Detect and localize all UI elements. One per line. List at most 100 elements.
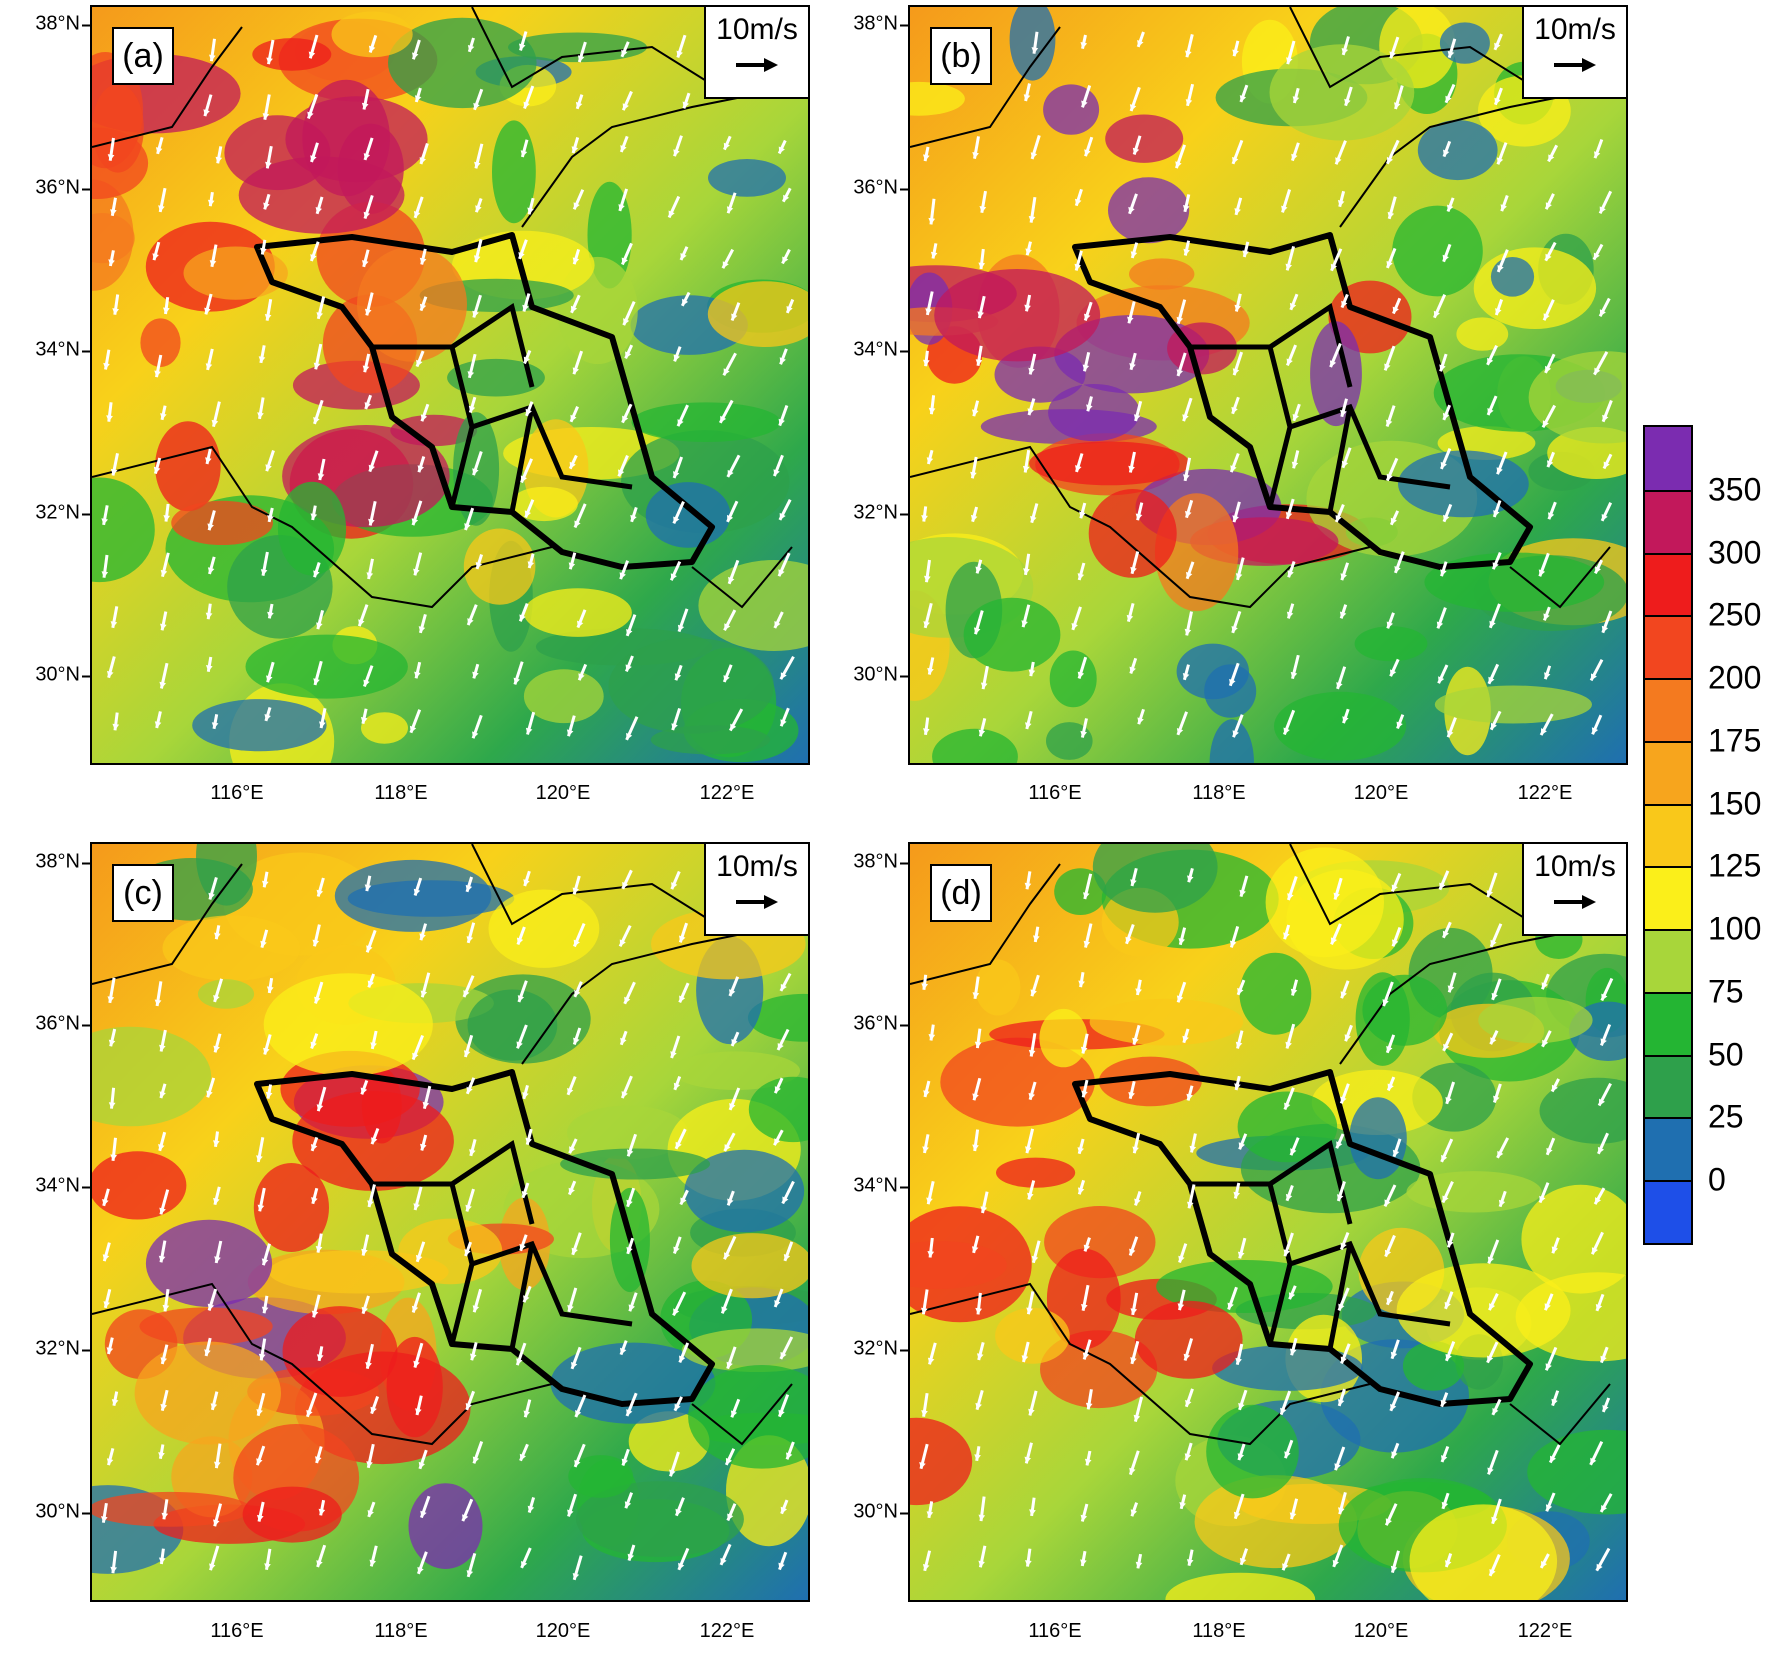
wind-vector <box>160 405 167 421</box>
contour-blob <box>285 96 428 183</box>
wind-vector <box>523 85 535 110</box>
wind-vector <box>103 349 111 370</box>
contour-blob <box>1237 1091 1338 1163</box>
wind-vector <box>1080 718 1088 738</box>
colorbar-label: 150 <box>1708 785 1762 822</box>
wind-vector <box>975 345 983 367</box>
wind-vector <box>473 239 483 263</box>
wind-vector <box>922 1550 932 1572</box>
wind-vector <box>1544 193 1555 210</box>
wind-vector <box>462 975 475 998</box>
wind-vector <box>367 973 376 988</box>
wind-vector <box>516 926 526 946</box>
contour-blob <box>1456 317 1509 351</box>
wind-vector <box>617 455 629 477</box>
lat-tick: 30°N <box>818 1501 908 1524</box>
contour-blob <box>608 638 774 734</box>
wind-vector <box>1084 1450 1092 1466</box>
wind-vector <box>1182 1028 1190 1044</box>
colorbar-label: 300 <box>1708 534 1762 571</box>
wind-vector <box>107 656 116 679</box>
wind-vector <box>1601 1397 1611 1413</box>
wind-vector <box>1227 1286 1238 1311</box>
contour-blob <box>1206 1404 1299 1499</box>
wind-vector <box>467 353 477 379</box>
contour-blob <box>568 1455 634 1498</box>
wind-vector <box>672 1236 682 1254</box>
wind-vector <box>313 343 323 370</box>
wind-vector <box>419 1495 431 1519</box>
wind-vector <box>470 1342 478 1361</box>
wind-vector <box>205 348 214 371</box>
wind-vector <box>626 1133 638 1157</box>
contour-blob <box>910 1241 1007 1289</box>
wind-vector <box>266 661 275 683</box>
wind-vector <box>108 1087 116 1109</box>
colorbar-segment <box>1645 929 1691 992</box>
wind-vector <box>517 980 528 1003</box>
wind-vector <box>154 711 162 729</box>
wind-vector <box>1601 399 1613 423</box>
contour-blob <box>1105 114 1184 163</box>
wind-vector <box>1285 246 1296 271</box>
contour-blob <box>92 1491 252 1527</box>
wind-vector <box>773 1288 784 1308</box>
wind-vector <box>1184 1388 1194 1408</box>
wind-vector <box>923 146 930 162</box>
wind-vector <box>472 451 483 476</box>
wind-vector <box>1598 190 1613 215</box>
wind-vector <box>519 1234 528 1252</box>
wind-vector <box>1079 502 1087 519</box>
wind-vector <box>265 145 273 169</box>
wind-vector <box>1287 561 1296 578</box>
wind-vector <box>779 348 788 365</box>
wind-vector <box>575 94 584 110</box>
wind-vector <box>465 1188 475 1212</box>
wind-vector <box>316 1346 324 1362</box>
wind-vector <box>621 90 633 111</box>
wind-vector <box>523 1399 532 1418</box>
wind-vector <box>1598 297 1611 317</box>
wind-vector <box>779 972 792 992</box>
wind-vector <box>360 1079 369 1095</box>
wind-vector <box>1382 981 1394 1007</box>
wind-vector <box>1446 1232 1455 1248</box>
wind-vector <box>1551 1237 1560 1254</box>
wind-vector <box>267 507 274 523</box>
wind-vector <box>927 1342 937 1365</box>
wind-vector <box>1030 134 1041 160</box>
wind-vector <box>1231 396 1240 415</box>
wind-vector <box>1597 1082 1612 1107</box>
wind-vector <box>159 1083 167 1099</box>
wind-vector <box>101 1502 108 1523</box>
wind-vector <box>472 1440 484 1464</box>
colorbar-segment <box>1645 1054 1691 1118</box>
wind-vector <box>466 1552 477 1578</box>
wind-vector <box>519 31 528 51</box>
wind-vector <box>1183 457 1192 482</box>
wind-vector <box>1440 1392 1449 1408</box>
wind-vector <box>101 554 109 578</box>
wind-vector <box>1599 1346 1609 1364</box>
wind-vector <box>1344 1024 1353 1042</box>
wind-vector <box>264 298 273 321</box>
wind-vector <box>619 560 630 580</box>
wind-vector <box>527 1496 536 1514</box>
wind-vector <box>1182 397 1193 422</box>
contour-blob <box>140 318 181 368</box>
wind-vector <box>1440 1445 1450 1463</box>
wind-vector <box>417 456 426 473</box>
wind-vector <box>1335 1133 1345 1149</box>
wind-vector <box>362 353 371 373</box>
wind-vector <box>1024 871 1032 890</box>
wind-vector <box>211 714 219 730</box>
wind-vector <box>1496 249 1509 273</box>
wind-vector <box>718 399 734 424</box>
wind-vector <box>1126 603 1135 622</box>
contour-blob <box>1212 1345 1363 1391</box>
wind-vector <box>258 345 266 364</box>
wind-vector <box>154 981 163 1007</box>
wind-vector <box>1387 196 1397 220</box>
wind-vector <box>366 558 374 580</box>
wind-vector <box>415 1395 423 1416</box>
